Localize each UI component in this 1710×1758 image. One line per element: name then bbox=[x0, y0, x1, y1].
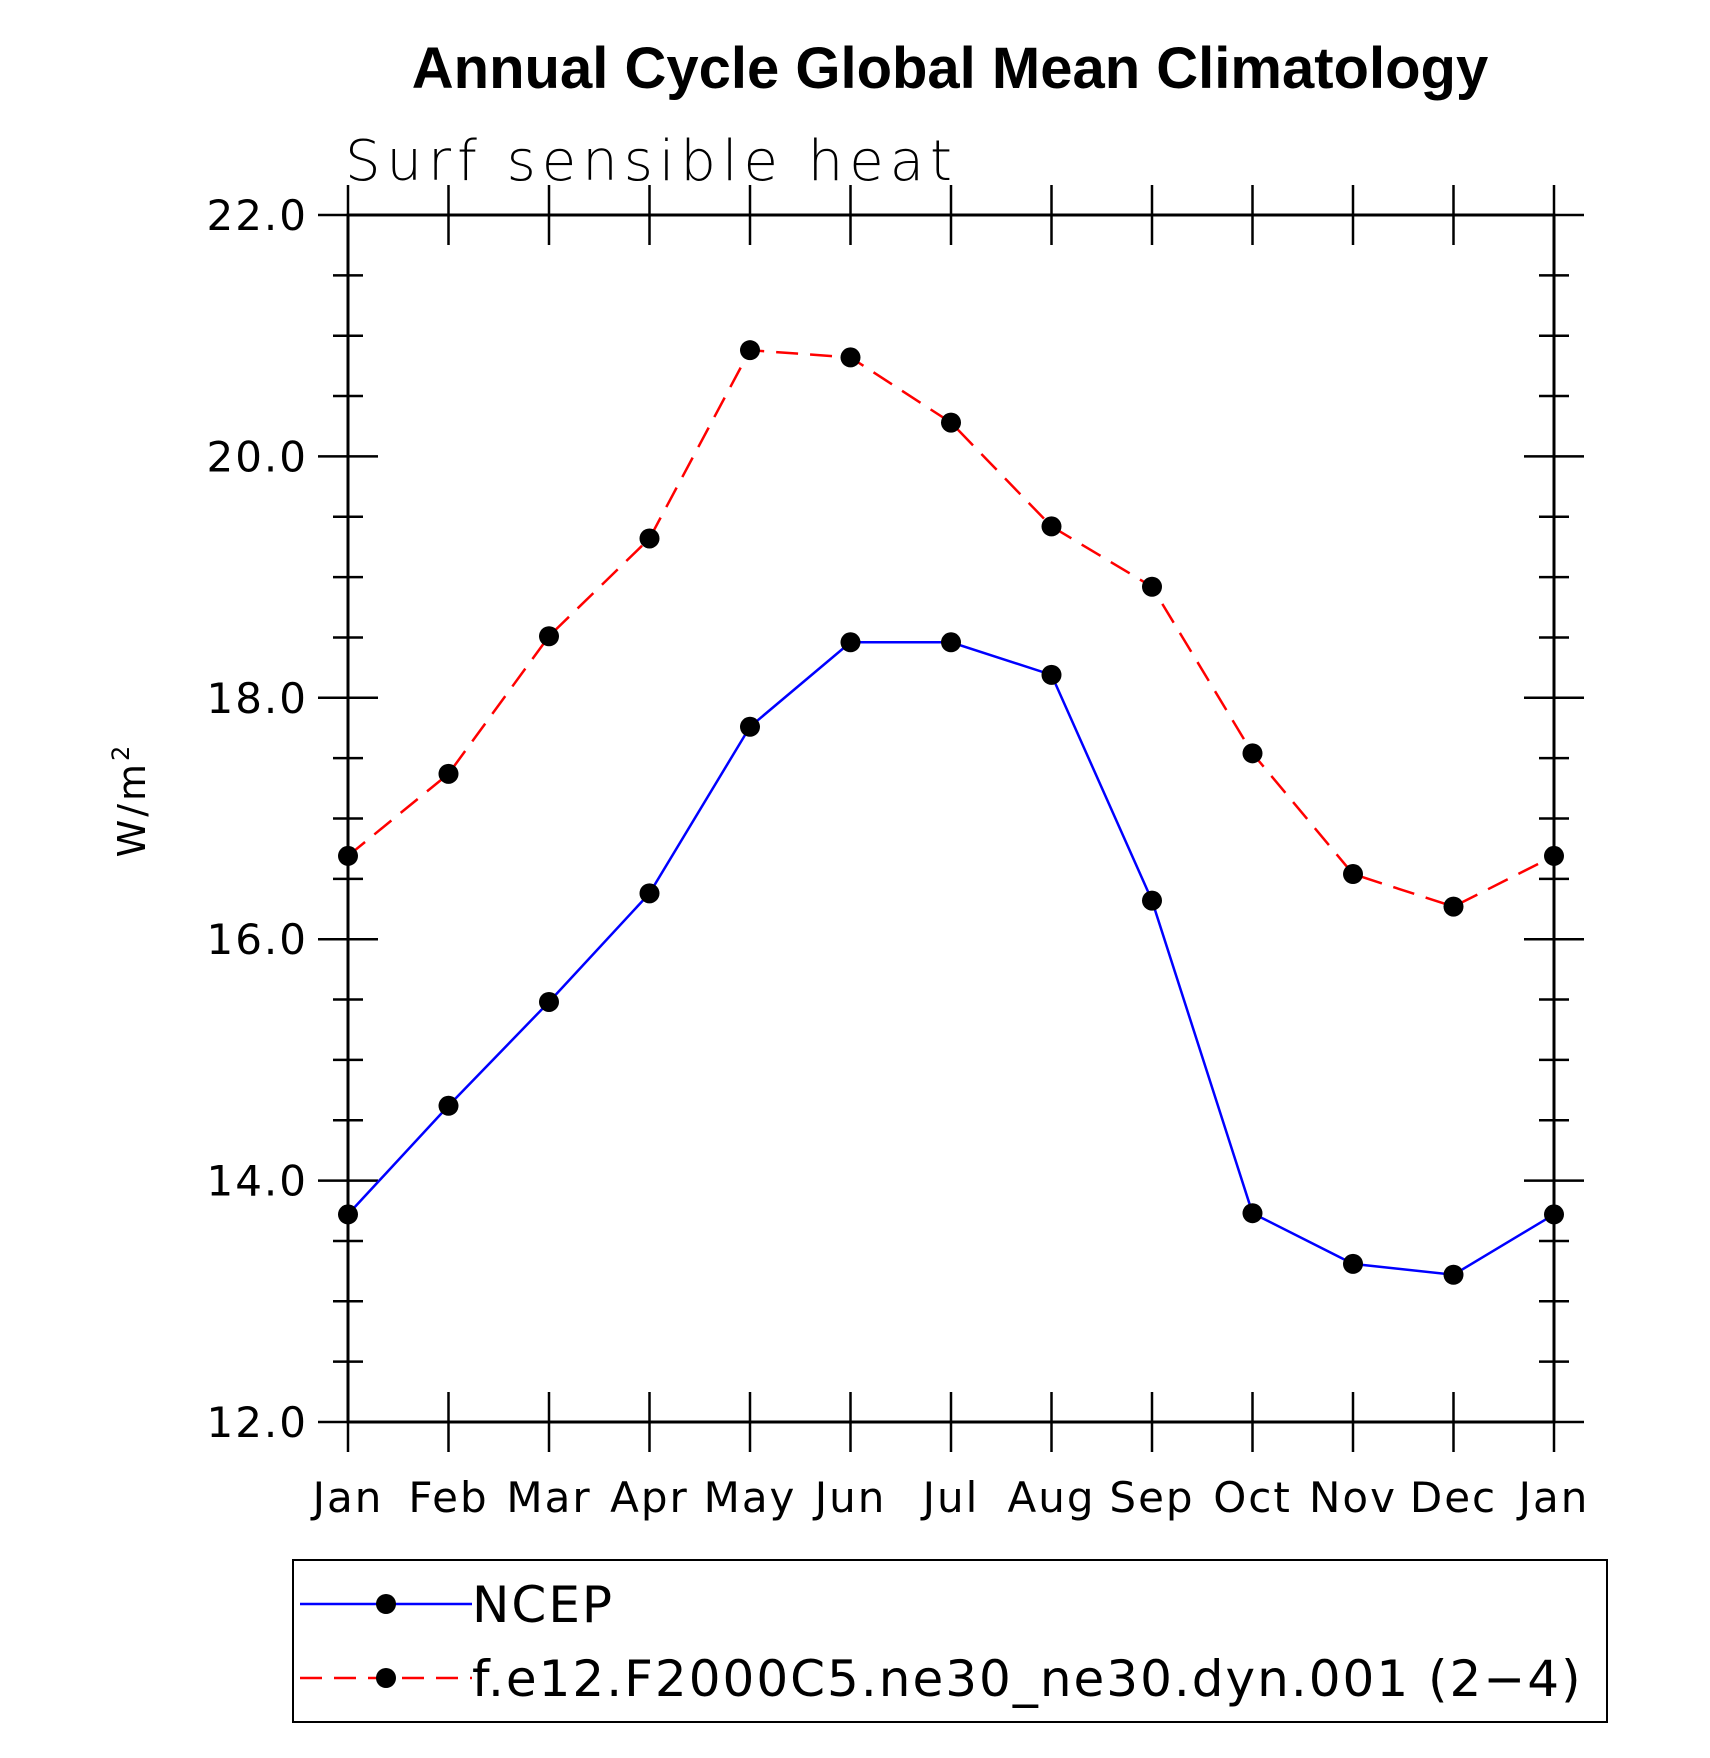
data-point bbox=[1242, 743, 1263, 764]
x-tick-label: Apr bbox=[610, 1473, 689, 1522]
data-point bbox=[740, 340, 760, 361]
y-axis-title: W/m2 bbox=[107, 743, 154, 858]
series-2 bbox=[338, 340, 1564, 917]
legend-marker bbox=[376, 1594, 396, 1614]
data-point bbox=[1343, 864, 1363, 885]
x-tick-label: Jun bbox=[812, 1473, 887, 1522]
data-point bbox=[941, 412, 961, 433]
x-tick-label: Nov bbox=[1309, 1473, 1397, 1522]
x-tick-label: Jan bbox=[1516, 1473, 1590, 1522]
y-tick-label: 22.0 bbox=[206, 191, 308, 240]
data-point bbox=[1343, 1253, 1363, 1274]
data-point bbox=[1142, 576, 1162, 597]
plot-frame bbox=[346, 213, 1556, 1424]
data-point bbox=[941, 632, 961, 653]
data-point bbox=[639, 528, 660, 549]
y-tick-label: 14.0 bbox=[206, 1157, 308, 1206]
x-tick-label: Dec bbox=[1410, 1473, 1497, 1522]
y-axis-label: W/m bbox=[110, 761, 154, 857]
legend-item: NCEP bbox=[300, 1576, 614, 1634]
data-point bbox=[338, 845, 358, 866]
data-point bbox=[1242, 1203, 1263, 1224]
data-point bbox=[539, 991, 559, 1012]
data-point bbox=[840, 347, 861, 368]
data-point bbox=[539, 626, 559, 647]
y-tick-label: 16.0 bbox=[206, 915, 308, 964]
data-point bbox=[1142, 890, 1162, 911]
x-tick-label: Mar bbox=[506, 1473, 591, 1522]
plot-area bbox=[346, 213, 1556, 1424]
chart-title: Annual Cycle Global Mean Climatology bbox=[412, 36, 1488, 101]
axis-ticks bbox=[318, 185, 1584, 1452]
legend-marker bbox=[376, 1668, 396, 1688]
legend-label: f.e12.F2000C5.ne30_ne30.dyn.001 (2−4) bbox=[472, 1650, 1583, 1708]
data-point bbox=[1544, 845, 1564, 866]
legend-items: NCEP f.e12.F2000C5.ne30_ne30.dyn.001 (2−4… bbox=[300, 1576, 1583, 1708]
y-tick-label: 20.0 bbox=[206, 432, 308, 481]
data-point bbox=[1544, 1204, 1564, 1225]
data-point bbox=[639, 883, 660, 904]
legend-label: NCEP bbox=[472, 1576, 614, 1634]
data-point bbox=[1443, 896, 1464, 917]
x-tick-label: Feb bbox=[408, 1473, 488, 1522]
x-tick-label: May bbox=[704, 1473, 797, 1522]
legend-item: f.e12.F2000C5.ne30_ne30.dyn.001 (2−4) bbox=[300, 1650, 1583, 1708]
x-tick-label: Jan bbox=[310, 1473, 384, 1522]
y-tick-label: 18.0 bbox=[206, 674, 308, 723]
legend-box bbox=[292, 1559, 1608, 1723]
data-point bbox=[1041, 516, 1062, 537]
x-tick-label: Aug bbox=[1007, 1473, 1095, 1522]
x-tick-labels: Jan Feb Mar Apr May Jun Jul Aug Sep Oct Nov Dec Jan bbox=[310, 1473, 1590, 1522]
data-point bbox=[1443, 1264, 1464, 1285]
data-point bbox=[438, 1095, 459, 1116]
chart-subtitle: Surf sensible heat bbox=[345, 129, 958, 194]
data-point bbox=[740, 716, 760, 737]
x-tick-label: Oct bbox=[1213, 1473, 1292, 1522]
legend: NCEP f.e12.F2000C5.ne30_ne30.dyn.001 (2−4… bbox=[292, 1559, 1608, 1723]
data-point bbox=[338, 1204, 358, 1225]
y-tick-labels: 12.0 14.0 16.0 18.0 20.0 22.0 bbox=[206, 191, 308, 1447]
y-tick-label: 12.0 bbox=[206, 1398, 308, 1447]
series-line bbox=[347, 348, 1555, 908]
x-tick-label: Sep bbox=[1109, 1473, 1194, 1522]
data-point bbox=[1041, 664, 1062, 685]
y-axis-label-superscript: 2 bbox=[107, 743, 135, 761]
x-tick-label: Jul bbox=[920, 1473, 980, 1522]
data-point bbox=[840, 632, 861, 653]
svg-text:W/m2: W/m2 bbox=[107, 743, 154, 858]
series-line bbox=[347, 641, 1555, 1277]
series-layer bbox=[338, 340, 1564, 1285]
data-point bbox=[438, 763, 459, 784]
series-1 bbox=[338, 632, 1564, 1285]
